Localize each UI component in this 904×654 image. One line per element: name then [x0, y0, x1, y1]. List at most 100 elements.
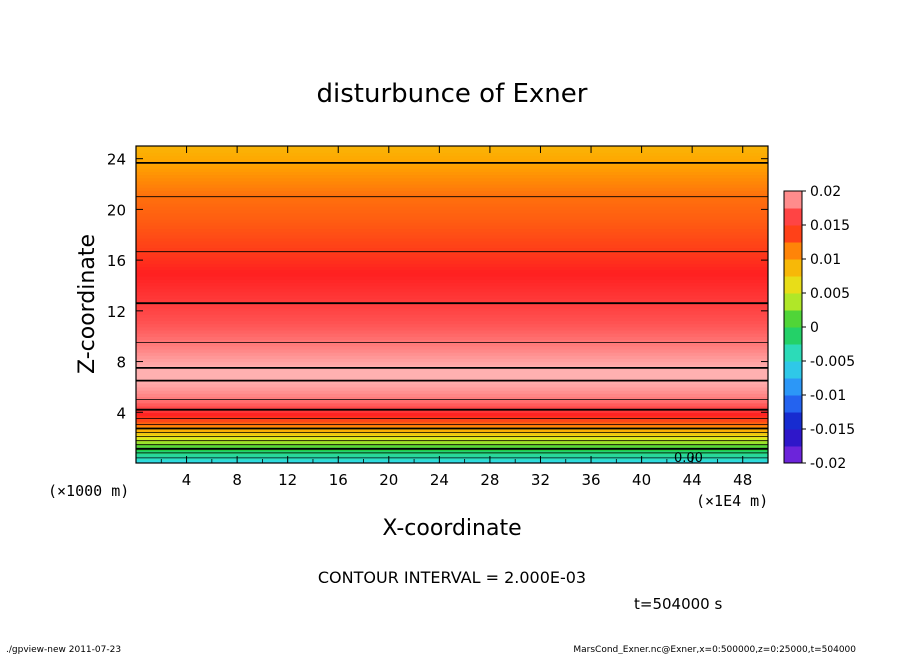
colorbar-tick-label: -0.01 [810, 388, 846, 404]
y-axis-label: Z-coordinate [75, 234, 100, 374]
contour-band [136, 237, 768, 242]
chart-title: disturbunce of Exner [317, 79, 588, 109]
contour-band [136, 320, 768, 325]
contour-interval-text: CONTOUR INTERVAL = 2.000E-03 [318, 568, 586, 587]
y-tick-label: 20 [107, 201, 126, 219]
contour-band [136, 450, 768, 455]
colorbar-segment [784, 242, 802, 260]
contour-band [136, 358, 768, 363]
contour-band [136, 342, 768, 347]
contour-band [136, 234, 768, 239]
contour-band [136, 184, 768, 188]
contour-lines [136, 161, 768, 463]
contour-band [136, 405, 768, 410]
contour-band [136, 180, 768, 185]
x-tick-label: 16 [329, 471, 348, 489]
contour-band [136, 228, 768, 233]
contour-band [136, 231, 768, 236]
x-tick-label: 40 [632, 471, 651, 489]
contour-band [136, 418, 768, 423]
contour-band [136, 415, 768, 420]
x-tick-label: 12 [278, 471, 297, 489]
y-tick-label: 12 [107, 303, 126, 321]
x-tick-label: 48 [733, 471, 752, 489]
contour-band [136, 171, 768, 176]
contour-band [136, 241, 768, 245]
contour-band [136, 399, 768, 404]
y-tick-label: 16 [107, 252, 126, 270]
colorbar-segment [784, 191, 802, 209]
contour-band [136, 146, 768, 150]
x-tick-label: 32 [531, 471, 550, 489]
x-tick-label: 24 [430, 471, 449, 489]
plot-area [136, 146, 768, 463]
contour-band [136, 443, 768, 448]
contour-band [136, 288, 768, 293]
contour-band [136, 269, 768, 274]
contour-band [136, 256, 768, 261]
contour-band [136, 339, 768, 344]
colorbar-segment [784, 395, 802, 413]
colorbar-tick-label: -0.02 [810, 456, 846, 472]
colorbar-tick-label: -0.015 [810, 422, 855, 438]
x-axis: 4 8 12 16 20 24 28 32 36 40 44 48 [160, 146, 769, 489]
colorbar-segment [784, 378, 802, 396]
contour-band [136, 263, 768, 268]
contour-band [136, 168, 768, 172]
contour-band [136, 361, 768, 366]
contour-band [136, 323, 768, 328]
colorbar-tick-label: 0 [810, 320, 819, 336]
contour-band [136, 374, 768, 379]
contour-band [136, 294, 768, 299]
contour-band [136, 282, 768, 287]
contour-band [136, 260, 768, 264]
colorbar-segment [784, 208, 802, 226]
contour-band [136, 298, 768, 302]
x-tick-label: 4 [182, 471, 192, 489]
contour-band [136, 187, 768, 191]
contour-band [136, 453, 768, 458]
contour-band [136, 209, 768, 214]
contour-band [136, 272, 768, 277]
contour-band [136, 431, 768, 436]
contour-band [136, 304, 768, 309]
colorbar: 0.02 0.015 0.01 0.005 0 -0.005 -0.01 -0.015 -0.0… [784, 184, 855, 472]
contour-band [136, 174, 768, 179]
colorbar-frame [783, 190, 803, 464]
y-tick-label: 8 [116, 354, 126, 372]
contour-band [136, 409, 768, 413]
contour-band [136, 291, 768, 296]
x-tick-label: 20 [379, 471, 398, 489]
colorbar-segment [784, 259, 802, 277]
contour-band [136, 437, 768, 442]
contour-band [136, 421, 768, 426]
colorbar-segment [784, 429, 802, 447]
colorbar-segment [784, 293, 802, 311]
contour-band [136, 193, 768, 198]
contour-band [136, 250, 768, 255]
contour-band [136, 380, 768, 385]
x-tick-label: 8 [232, 471, 242, 489]
colorbar-tick-label: 0.005 [810, 286, 850, 302]
contour-band [136, 412, 768, 417]
colorbar-segment [784, 446, 802, 464]
contour-band [136, 326, 768, 331]
contour-band [136, 314, 768, 318]
colorbar-segment [784, 225, 802, 243]
contour-band [136, 152, 768, 157]
colorbar-tick-label: 0.015 [810, 218, 850, 234]
y-tick-label: 24 [107, 151, 126, 169]
contour-band [136, 190, 768, 195]
contour-band [136, 155, 768, 160]
colorbar-segment [784, 361, 802, 379]
contour-band [136, 158, 768, 163]
x-unit-left: (×1000 m) [48, 482, 129, 500]
contour-band [136, 364, 768, 369]
x-tick-label: 36 [581, 471, 600, 489]
contour-band [136, 329, 768, 334]
contour-band [136, 310, 768, 315]
contour-band [136, 199, 768, 204]
contour-band [136, 367, 768, 372]
footer-right: MarsCond_Exner.nc@Exner,x=0:500000,z=0:2… [573, 645, 856, 654]
contour-band [136, 266, 768, 271]
